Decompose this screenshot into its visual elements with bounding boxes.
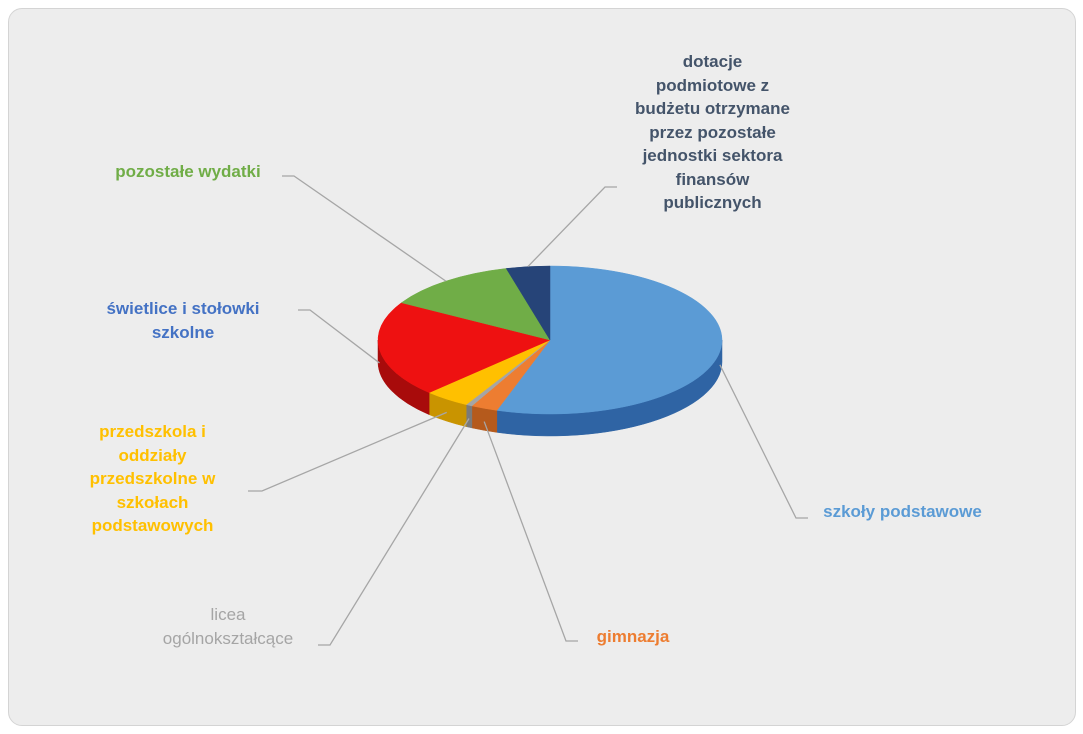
leader-line-2 [318, 418, 470, 646]
label-gimnazja: gimnazja [596, 627, 670, 646]
pie-slice-5 [400, 268, 551, 341]
label-szkoly-podstawowe: szkoły podstawowe [823, 502, 982, 521]
pie-slices [377, 265, 723, 415]
label-pozostale-wydatki: pozostałe wydatki [115, 162, 261, 181]
pie-slice-6 [505, 265, 551, 341]
leader-lines [248, 175, 808, 646]
leader-line-6 [527, 186, 617, 268]
pie-slice-4 [377, 302, 551, 393]
label-przedszkola: przedszkola i oddziały przedszkolne w sz… [89, 422, 216, 535]
label-swietlice: świetlice i stołowki szkolne [106, 299, 260, 342]
leader-line-1 [483, 421, 578, 642]
leader-line-3 [248, 411, 447, 492]
leader-line-0 [719, 364, 808, 519]
pie-side-2 [465, 404, 473, 429]
pie-slice-0 [496, 265, 723, 415]
label-licea: licea ogólnokształcące [162, 605, 294, 648]
leader-line-4 [298, 309, 380, 364]
label-dotacje: dotacje podmiotowe z budżetu otrzymane p… [635, 52, 790, 212]
leader-line-5 [282, 175, 447, 282]
